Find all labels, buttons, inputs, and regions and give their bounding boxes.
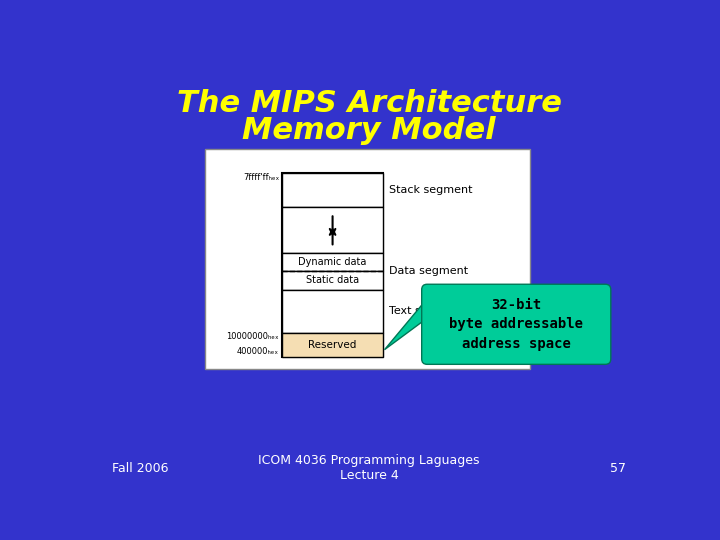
Bar <box>282 333 383 357</box>
Text: Stack segment: Stack segment <box>389 185 472 195</box>
Text: The MIPS Architecture: The MIPS Architecture <box>176 89 562 118</box>
Text: Data segment: Data segment <box>389 266 468 276</box>
Text: Memory Model: Memory Model <box>242 116 496 145</box>
Text: ICOM 4036 Programming Laguages
Lecture 4: ICOM 4036 Programming Laguages Lecture 4 <box>258 454 480 482</box>
Bar <box>282 253 383 271</box>
Text: 32-bit
byte addressable
address space: 32-bit byte addressable address space <box>449 298 583 351</box>
Bar <box>282 289 383 333</box>
Bar <box>282 173 383 357</box>
Text: Text segment: Text segment <box>389 306 464 316</box>
Text: Reserved: Reserved <box>308 340 357 350</box>
Text: Dynamic data: Dynamic data <box>298 257 366 267</box>
Bar <box>282 271 383 289</box>
Bar <box>282 173 383 207</box>
Bar <box>204 150 530 369</box>
FancyBboxPatch shape <box>422 284 611 364</box>
Text: 57: 57 <box>611 462 626 475</box>
Text: Static data: Static data <box>306 275 359 286</box>
Text: 7ffff'ffₕₑₓ: 7ffff'ffₕₑₓ <box>243 173 279 181</box>
Polygon shape <box>384 287 469 350</box>
Bar <box>282 207 383 253</box>
Text: Fall 2006: Fall 2006 <box>112 462 168 475</box>
Text: 400000ₕₑₓ: 400000ₕₑₓ <box>237 347 279 356</box>
Text: 10000000ₕₑₓ: 10000000ₕₑₓ <box>227 332 279 341</box>
